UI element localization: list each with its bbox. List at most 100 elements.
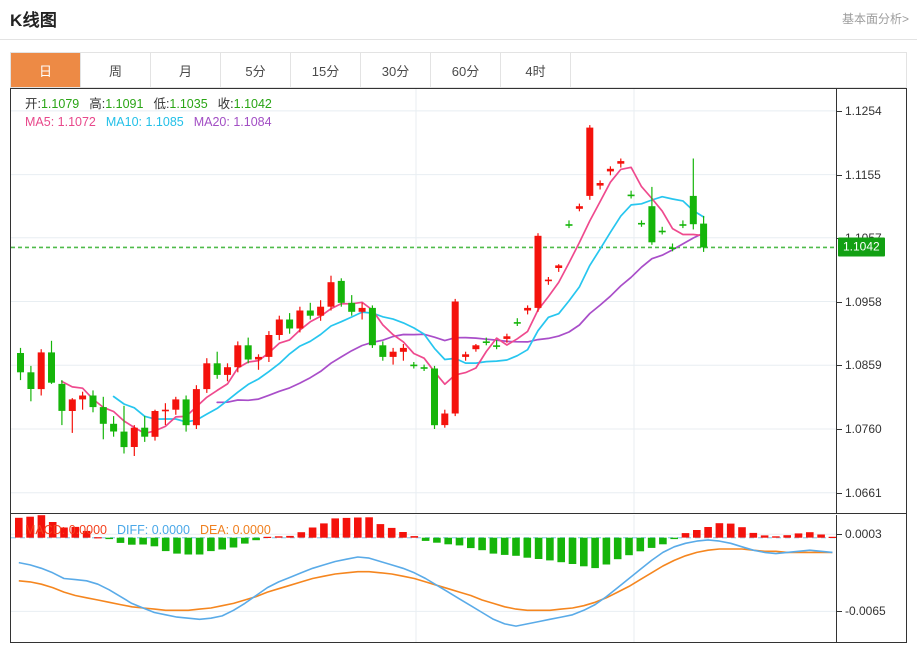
axis-tick [837,174,842,176]
tab-3[interactable]: 5分 [221,53,291,87]
candle [513,318,521,326]
candle [172,396,180,415]
candle [192,385,200,429]
candle [234,341,242,373]
candle [669,243,676,252]
candle [462,351,470,361]
price-axis-label: 1.0760 [845,422,882,436]
tab-0[interactable]: 日 [11,53,81,87]
candle [565,220,573,229]
candle [638,220,645,227]
candle [596,180,604,190]
tab-6[interactable]: 60分 [431,53,501,87]
candle [482,337,490,346]
axis-tick [837,110,842,112]
tab-label: 5分 [245,63,266,79]
candle [420,364,428,371]
candle [700,215,708,252]
candle [399,344,407,361]
candle [79,391,87,410]
axis-tick [837,611,842,613]
tab-2[interactable]: 月 [151,53,221,87]
candle [224,363,231,382]
axis-tick [837,301,842,303]
candle [679,220,687,229]
tab-label: 4时 [525,63,546,79]
candle [534,233,542,312]
macd-pane: MACD: 0.0000 DIFF: 0.0000 DEA: 0.0000 0.00… [11,515,906,642]
price-axis-label: 1.0661 [845,485,882,500]
tab-5[interactable]: 30分 [361,53,431,87]
candle [244,337,252,364]
candle [130,425,138,456]
axis-tick [837,429,842,430]
candle [141,416,149,442]
candle [441,409,449,428]
candle [658,226,666,235]
axis-tick [837,365,842,367]
candle [68,398,76,433]
current-price-tag: 1.1042 [838,237,885,257]
candle [99,396,107,440]
price-candlestick-svg [11,89,836,513]
tab-label: 30分 [381,63,410,79]
candle [17,347,24,381]
tab-1[interactable]: 周 [81,53,151,87]
candle [586,125,594,200]
candle [627,190,635,199]
candle [524,305,532,315]
candle [48,340,55,384]
candle [182,395,190,432]
candle [58,380,66,426]
candle [358,302,366,320]
tab-7[interactable]: 4时 [501,53,571,87]
candle [203,358,211,393]
candle [275,315,283,341]
candle [689,158,697,230]
candle [89,390,97,413]
candle [472,344,480,352]
candle [368,305,376,348]
price-plot-area[interactable] [11,89,836,513]
interval-tab-bar: 日 周 月 5分 15分 30分 60分 4时 [10,52,907,88]
candle [648,186,656,245]
candle [337,278,345,307]
candle [255,354,262,370]
tab-label: 月 [178,63,192,79]
candle [431,365,438,429]
price-axis-label: 1.1155 [845,167,881,182]
fundamental-analysis-link[interactable]: 基本面分析> [841,12,909,26]
macd-axis-label: 0.0003 [845,527,882,542]
price-axis-label: 1.0958 [845,294,882,309]
candle [37,349,45,396]
candle [265,331,273,362]
candle [617,158,625,168]
tab-filler [571,53,907,87]
candle [327,275,335,311]
axis-tick [837,492,842,494]
candle [544,277,552,285]
macd-axis: 0.0003 -0.0065 [836,515,906,642]
candle [493,340,501,350]
tab-4[interactable]: 15分 [291,53,361,87]
candle [306,302,314,320]
candle [606,166,614,176]
candle [296,306,304,333]
macd-plot-area[interactable] [11,515,836,642]
candle [213,351,221,379]
tab-label: 15分 [311,63,340,79]
macd-axis-label: -0.0065 [845,604,886,619]
candle [286,313,294,334]
tab-label: 周 [108,63,122,79]
candle [555,264,563,272]
candle [389,347,397,365]
chart-frame: 开:1.1079 高:1.1091 低:1.1035 收:1.1042 MA5: 1.… [10,88,907,643]
page-title: K线图 [10,11,58,30]
candle [317,300,325,321]
candle [151,409,159,441]
candle [379,341,387,361]
candle [27,365,35,402]
candle [348,295,356,316]
price-axis: 1.12541.11551.10571.09581.08591.07601.06… [836,89,906,513]
